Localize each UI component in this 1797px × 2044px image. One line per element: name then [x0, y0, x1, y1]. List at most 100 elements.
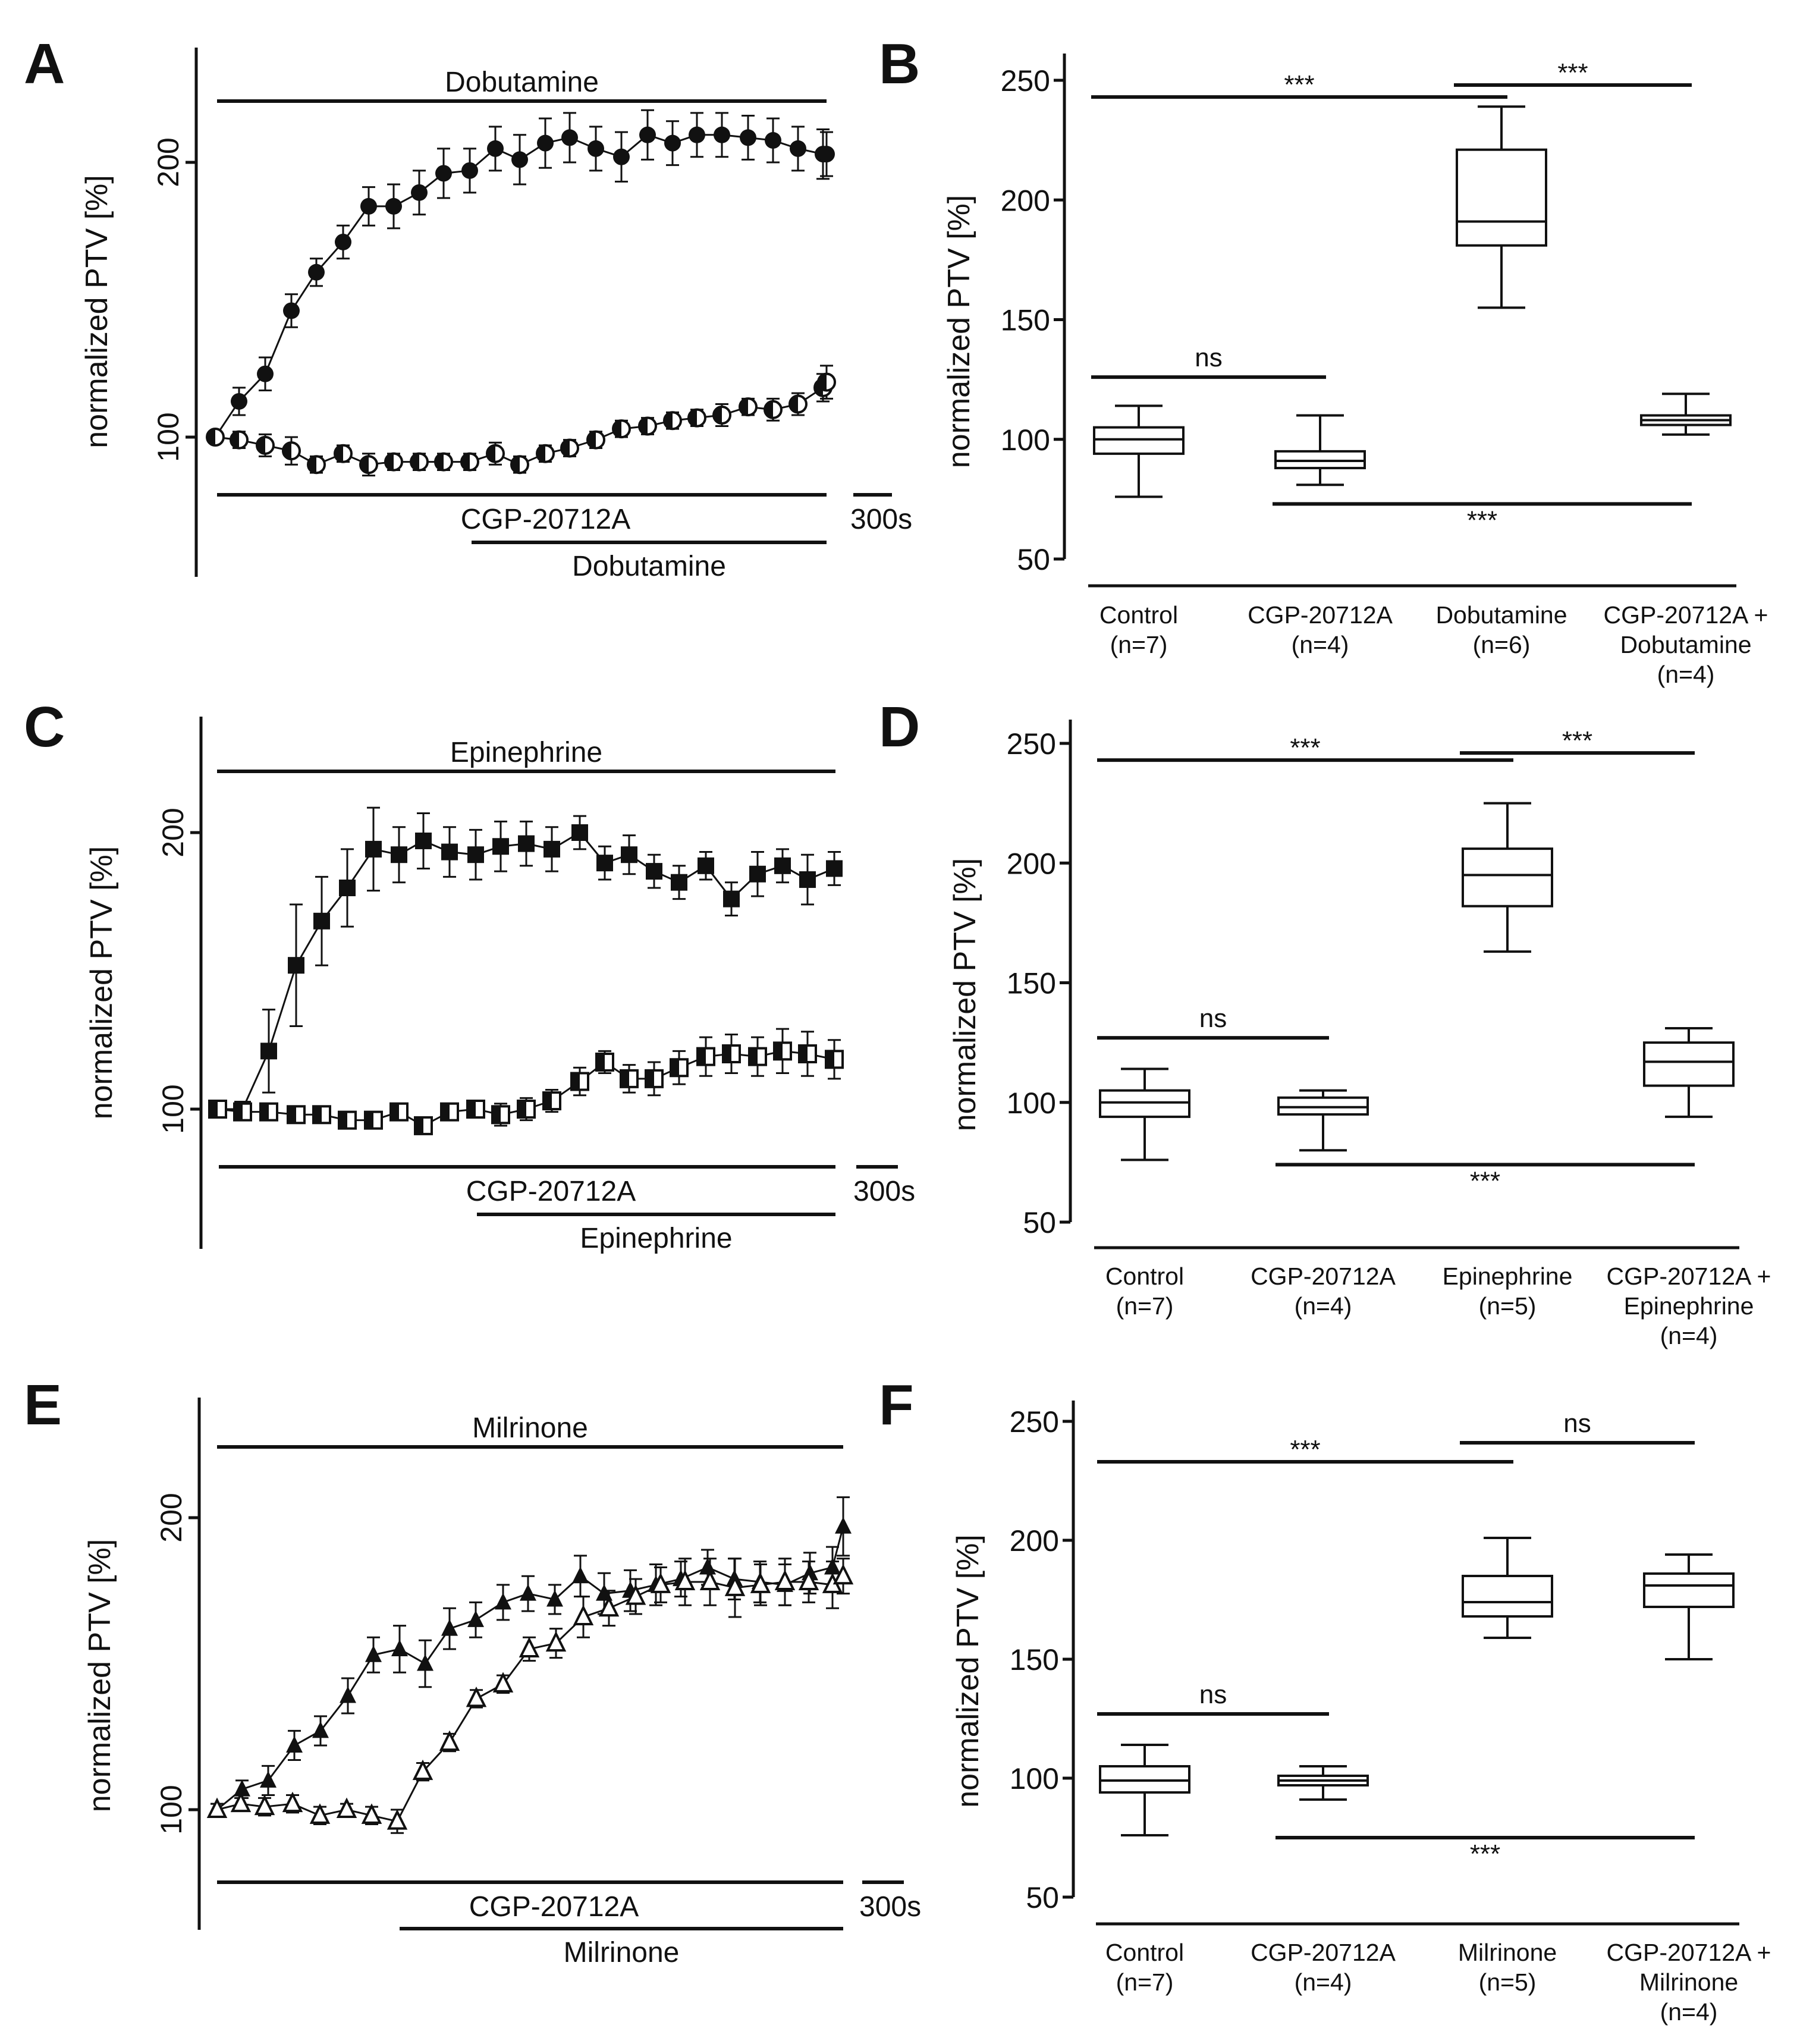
series-0 [207, 109, 835, 445]
category-label-line: CGP-20712A [1251, 1263, 1396, 1290]
bottom-bar-1-label: CGP-20712A [461, 504, 631, 535]
data-point-fill [260, 1103, 269, 1120]
box-3 [1640, 393, 1732, 436]
data-point [625, 1584, 646, 1605]
bottom-bar-2-label: Milrinone [564, 1937, 680, 1968]
box-iqr [1462, 1575, 1553, 1618]
category-label-line: Milrinone [1458, 1939, 1557, 1966]
box-iqr [1643, 1041, 1735, 1087]
data-point-fill [518, 1101, 526, 1117]
category-label-line: CGP-20712A + [1604, 601, 1768, 629]
y-tick-label: 100 [152, 412, 185, 461]
y-tick-label: 50 [1026, 1881, 1059, 1914]
data-point [417, 1654, 433, 1671]
data-point [495, 1593, 511, 1610]
box-0 [1099, 1744, 1190, 1836]
data-point-fill [257, 437, 265, 454]
data-point-fill [492, 1106, 501, 1123]
data-point [818, 146, 835, 163]
data-point [650, 1572, 671, 1593]
significance-label: *** [1290, 733, 1320, 762]
data-point [365, 1645, 382, 1662]
data-point [774, 857, 791, 874]
box-iqr [1093, 426, 1185, 455]
data-point-fill [621, 1070, 629, 1087]
data-point [639, 126, 656, 143]
category-label-line: Control [1105, 1939, 1184, 1966]
y-tick-label: 50 [1023, 1206, 1056, 1239]
y-tick-label: 100 [155, 1785, 188, 1834]
category-label: Control (n=7) [1105, 1939, 1184, 1996]
data-point [391, 1639, 408, 1656]
y-tick-label: 200 [156, 808, 190, 857]
category-label-line: Epinephrine [1443, 1263, 1573, 1290]
panel-b: B 50 100 150 200 250 normalized PTV [%] Control… [879, 32, 1768, 688]
data-point-fill [671, 1059, 679, 1076]
data-point-fill [774, 1043, 783, 1060]
data-point-fill [467, 1101, 476, 1117]
panel-e: E 100 200 normalized PTV [%] Milrinone CGP-20… [24, 1373, 921, 1968]
top-treatment-label: Epinephrine [450, 737, 602, 768]
category-label-line: Dobutamine [1620, 631, 1751, 658]
data-point-fill [365, 1112, 373, 1129]
y-tick-label: 250 [1010, 1405, 1059, 1439]
data-point [698, 857, 714, 874]
data-point [260, 1043, 277, 1060]
data-point [790, 140, 806, 157]
box-2 [1462, 802, 1553, 953]
time-scale-label: 300s [850, 504, 912, 535]
data-point [545, 1631, 567, 1652]
data-point [724, 1575, 746, 1596]
data-point [360, 197, 377, 215]
data-point [283, 302, 300, 319]
data-point [561, 129, 578, 146]
category-label: Dobutamine (n=6) [1435, 601, 1567, 658]
data-point-fill [209, 1101, 218, 1117]
data-point [519, 1637, 540, 1657]
data-point [466, 1686, 487, 1707]
data-point [336, 1797, 357, 1818]
box-2 [1462, 1537, 1553, 1639]
data-point [339, 880, 356, 896]
data-point [646, 863, 662, 880]
data-point [774, 1569, 796, 1591]
data-point-fill [561, 439, 570, 457]
category-label: Epinephrine (n=5) [1443, 1263, 1573, 1320]
category-label-line: CGP-20712A + [1607, 1939, 1771, 1966]
data-point [467, 846, 484, 864]
panel-c: C 100 200 normalized PTV [%] Epinephrine CGP-… [24, 695, 915, 1254]
data-point [835, 1516, 852, 1534]
category-label: CGP-20712A (n=4) [1248, 601, 1393, 658]
bottom-bar-1-label: CGP-20712A [466, 1176, 636, 1207]
data-point [340, 1686, 356, 1703]
category-label-line: Control [1099, 601, 1178, 629]
data-point [520, 1584, 536, 1601]
significance-label: *** [1562, 726, 1592, 755]
panel-letter: E [24, 1373, 62, 1437]
data-point-fill [664, 412, 673, 429]
category-label-line: (n=7) [1110, 631, 1168, 658]
data-point-fill [646, 1070, 654, 1087]
data-point [439, 1730, 460, 1751]
y-axis-label: normalized PTV [%] [948, 858, 982, 1132]
y-tick-label: 200 [1001, 184, 1050, 217]
y-tick-label: 200 [1010, 1524, 1059, 1558]
data-point-fill [749, 1048, 758, 1065]
data-point-fill [799, 1045, 808, 1062]
data-point-fill [339, 1112, 347, 1129]
category-label-line: (n=7) [1116, 1292, 1174, 1320]
category-label-line: Control [1105, 1263, 1184, 1290]
y-tick-label: 150 [1007, 967, 1056, 1000]
data-point [231, 393, 247, 410]
category-label-line: Milrinone [1639, 1968, 1738, 1996]
data-point [441, 843, 458, 861]
data-point [385, 197, 402, 215]
y-axis-label: normalized PTV [%] [84, 846, 119, 1120]
box-iqr [1643, 1572, 1735, 1608]
data-point-fill [487, 445, 495, 462]
data-point [537, 134, 554, 152]
data-point-fill [613, 420, 621, 438]
category-label-line: (n=4) [1295, 1292, 1352, 1320]
box-1 [1277, 1765, 1369, 1801]
box-iqr [1462, 847, 1553, 908]
